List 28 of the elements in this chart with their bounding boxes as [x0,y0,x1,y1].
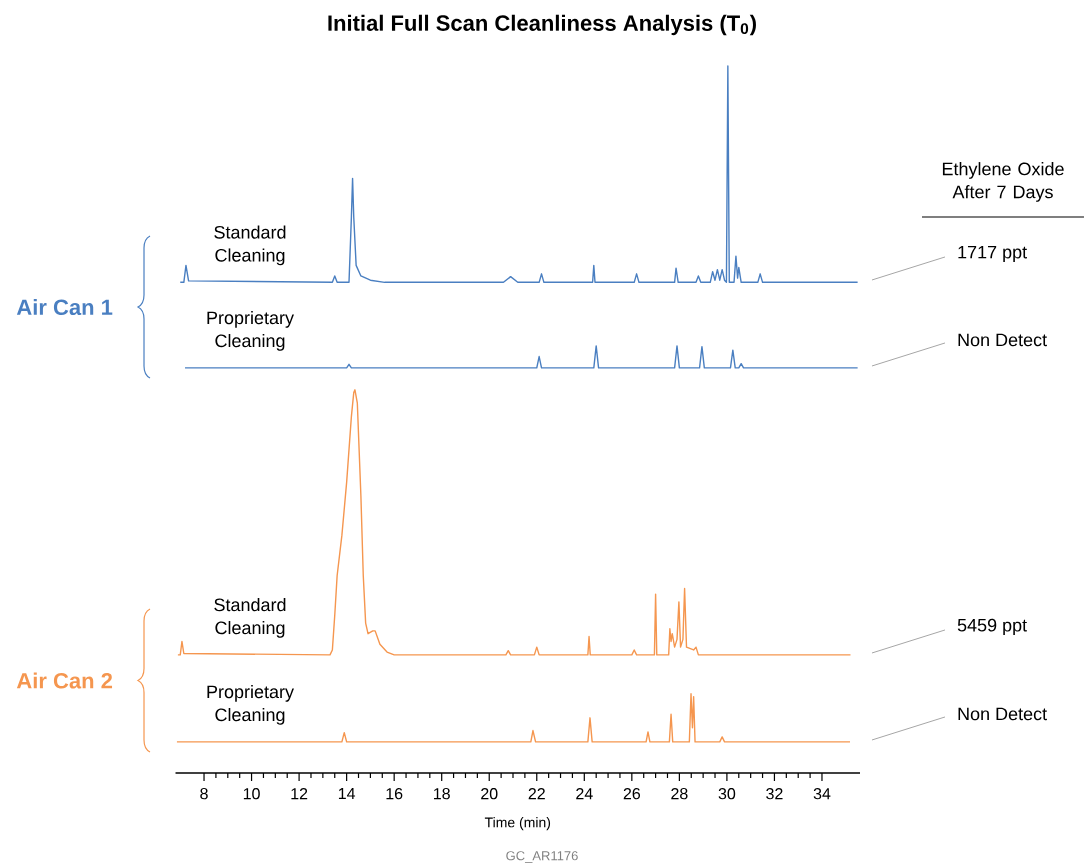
x-tick-label: 12 [291,788,308,800]
text: 1717 ppt [958,245,1027,263]
chart-title: Initial Full Scan Cleanliness Analysis (T$_{0}$) [328,14,756,36]
x-tick-label: 10 [243,788,260,800]
x-tick-label: 22 [528,788,545,800]
x-tick-label: 32 [766,788,783,800]
series-label: Proprietary Cleaning [207,684,294,725]
text: Air Can 2 [16,672,113,689]
series-label: Standard Cleaning [214,225,286,266]
series-label: Proprietary Cleaning [207,310,294,351]
text: 5459 ppt [957,618,1027,636]
text: Ethylene Oxide After 7 Days [942,162,1064,202]
x-tick-label: 8 [200,788,208,800]
text: Non Detect [958,333,1047,347]
x-tick-label: 34 [813,788,831,800]
x-tick-label: 28 [671,788,688,800]
series-label: Standard Cleaning [214,598,286,638]
text: Non Detect [958,707,1047,721]
x-axis-title: Time (min) [484,817,551,831]
x-tick-label: 24 [576,788,593,800]
x-tick-label: 18 [434,788,450,800]
x-tick-label: 20 [481,788,498,800]
x-tick-label: 26 [623,788,641,800]
x-tick-label: 30 [718,788,736,800]
text: Air Can 1 [16,298,113,316]
x-tick-label: 16 [386,788,403,800]
x-tick-label: 14 [338,788,356,800]
text: GC_AR1176 [506,851,578,863]
